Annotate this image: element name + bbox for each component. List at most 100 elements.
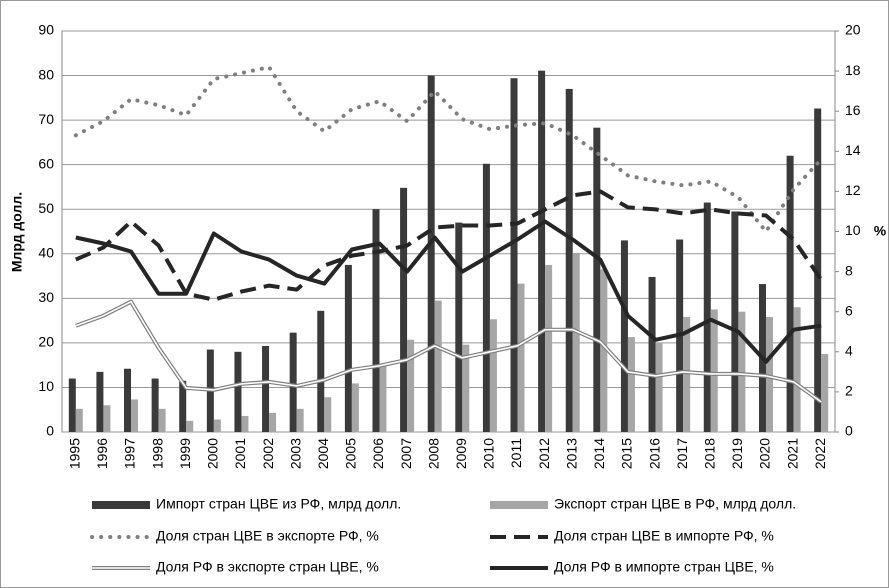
x-tick-label: 2006 bbox=[370, 438, 386, 469]
x-tick-label: 1996 bbox=[94, 438, 110, 469]
y2-axis-label: % bbox=[874, 223, 887, 239]
bar bbox=[400, 187, 408, 432]
x-tick-label: 2014 bbox=[591, 438, 607, 469]
bar bbox=[186, 420, 194, 432]
bar bbox=[344, 264, 352, 432]
legend-label: Доля стран ЦВЕ в импорте РФ, % bbox=[554, 528, 774, 544]
x-tick-label: 2016 bbox=[646, 438, 662, 469]
y2-tick-label: 0 bbox=[845, 423, 853, 439]
bar bbox=[545, 264, 553, 432]
legend-label: Импорт стран ЦВЕ из РФ, млрд долл. bbox=[156, 496, 401, 512]
y-tick-label: 80 bbox=[38, 66, 54, 82]
bar bbox=[379, 366, 387, 432]
bar bbox=[565, 88, 573, 432]
bar bbox=[648, 276, 656, 432]
bar bbox=[510, 78, 518, 433]
x-tick-label: 2022 bbox=[812, 438, 828, 469]
x-tick-label: 1997 bbox=[122, 438, 138, 469]
y-tick-label: 10 bbox=[38, 378, 54, 394]
bar bbox=[407, 339, 415, 432]
bar bbox=[710, 309, 718, 432]
bar bbox=[296, 408, 304, 432]
bar bbox=[317, 310, 325, 432]
legend-label: Доля РФ в импорте стран ЦВЕ, % bbox=[554, 559, 774, 575]
bar bbox=[821, 354, 829, 432]
bar bbox=[765, 317, 773, 432]
line bbox=[73, 65, 824, 234]
bar bbox=[683, 317, 691, 432]
y2-tick-label: 8 bbox=[845, 262, 853, 278]
y2-tick-label: 16 bbox=[845, 102, 861, 118]
bar bbox=[213, 419, 221, 432]
x-tick-label: 1998 bbox=[149, 438, 165, 469]
x-tick-label: 2010 bbox=[481, 438, 497, 469]
y-tick-label: 90 bbox=[38, 22, 54, 38]
line bbox=[75, 219, 822, 364]
legend-label: Доля РФ в экспорте стран ЦВЕ, % bbox=[156, 559, 379, 575]
y2-tick-label: 20 bbox=[845, 22, 861, 38]
x-tick-label: 2003 bbox=[287, 438, 303, 469]
bar bbox=[434, 300, 442, 432]
bar bbox=[814, 108, 822, 432]
bar bbox=[455, 222, 463, 432]
y-tick-label: 0 bbox=[46, 423, 54, 439]
bar bbox=[462, 344, 470, 432]
x-tick-label: 2020 bbox=[757, 438, 773, 469]
bar bbox=[627, 337, 635, 432]
y2-tick-label: 12 bbox=[845, 182, 861, 198]
x-tick-label: 2012 bbox=[536, 438, 552, 469]
y2-tick-label: 4 bbox=[845, 343, 853, 359]
bar bbox=[103, 405, 111, 432]
bar bbox=[482, 163, 490, 432]
bar bbox=[731, 211, 739, 432]
legend-label: Экспорт стран ЦВЕ в РФ, млрд долл. bbox=[554, 496, 796, 512]
line-inner bbox=[75, 300, 822, 403]
bar bbox=[96, 371, 104, 432]
legend-swatch bbox=[92, 501, 150, 509]
bar bbox=[372, 209, 380, 432]
y2-tick-label: 10 bbox=[845, 222, 861, 238]
bar bbox=[489, 319, 497, 432]
x-tick-label: 2008 bbox=[425, 438, 441, 469]
y2-tick-label: 18 bbox=[845, 62, 861, 78]
bar bbox=[793, 307, 801, 432]
y-tick-label: 60 bbox=[38, 155, 54, 171]
y-tick-label: 20 bbox=[38, 334, 54, 350]
bar bbox=[600, 269, 608, 432]
bar bbox=[75, 408, 83, 432]
x-tick-label: 1995 bbox=[67, 438, 83, 469]
bar bbox=[158, 408, 166, 432]
legend-label: Доля стран ЦВЕ в экспорте РФ, % bbox=[156, 528, 379, 544]
bar bbox=[151, 378, 159, 432]
x-tick-label: 2000 bbox=[205, 438, 221, 469]
bar bbox=[738, 311, 746, 432]
bar bbox=[179, 380, 187, 432]
x-tick-label: 2021 bbox=[784, 438, 800, 469]
bar bbox=[593, 127, 601, 433]
y2-tick-label: 6 bbox=[845, 302, 853, 318]
x-tick-label: 2004 bbox=[315, 438, 331, 469]
bar bbox=[269, 412, 277, 432]
x-tick-label: 2009 bbox=[453, 438, 469, 469]
x-tick-label: 2019 bbox=[729, 438, 745, 469]
y2-tick-label: 14 bbox=[845, 142, 861, 158]
bar bbox=[786, 155, 794, 432]
y-tick-label: 40 bbox=[38, 244, 54, 260]
x-tick-label: 2013 bbox=[563, 438, 579, 469]
x-tick-label: 2018 bbox=[701, 438, 717, 469]
x-tick-label: 2005 bbox=[343, 438, 359, 469]
bar bbox=[324, 397, 332, 432]
y-tick-label: 70 bbox=[38, 111, 54, 127]
bar bbox=[262, 346, 270, 432]
bar bbox=[124, 368, 132, 432]
x-tick-label: 2001 bbox=[232, 438, 248, 469]
bar bbox=[351, 383, 359, 432]
x-tick-label: 1999 bbox=[177, 438, 193, 469]
x-tick-label: 2015 bbox=[619, 438, 635, 469]
bar bbox=[620, 240, 628, 432]
bar bbox=[538, 70, 546, 432]
x-tick-label: 2007 bbox=[398, 438, 414, 469]
x-tick-label: 2017 bbox=[674, 438, 690, 469]
bar bbox=[68, 378, 76, 432]
